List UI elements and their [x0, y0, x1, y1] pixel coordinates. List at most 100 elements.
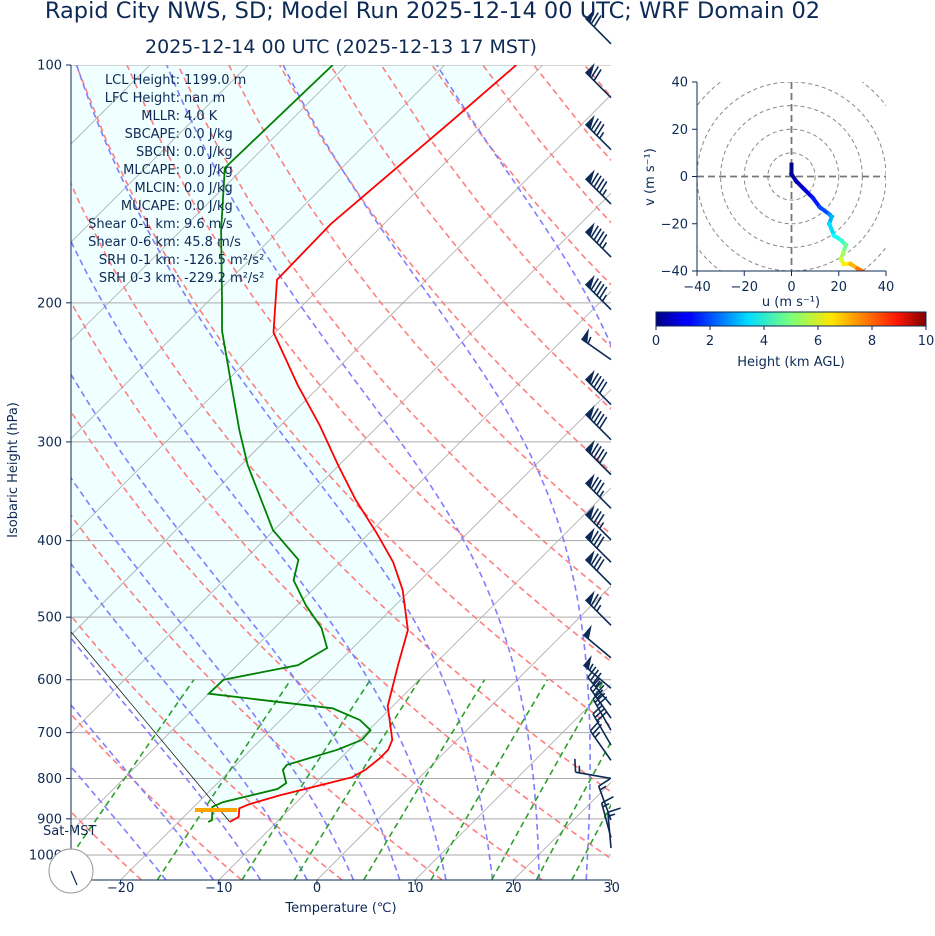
y-axis-label: Isobaric Height (hPa): [6, 402, 21, 538]
stat-label: SBCAPE:: [124, 127, 180, 142]
colorbar-tick-label: 4: [760, 334, 768, 349]
wind-barb: [592, 689, 612, 731]
stat-row: SRH 0-3 km: -229.2 m²/s²: [60, 270, 264, 288]
moist-adiabat: [71, 703, 215, 880]
barb-pennant: [585, 369, 595, 384]
y-tick-label: 200: [37, 296, 62, 311]
wind-barb: [584, 222, 612, 258]
stat-label: MLCIN:: [134, 181, 180, 196]
barb-full: [592, 723, 603, 735]
stat-value: 0.0 J/kg: [184, 181, 233, 196]
profiles: [71, 65, 517, 823]
barb-half: [601, 189, 608, 197]
barb-full: [593, 120, 602, 134]
hodograph-x-tick-label: 40: [878, 280, 895, 295]
wind-barb: [584, 274, 612, 311]
barb-full: [601, 796, 614, 804]
isotherm: [71, 65, 249, 243]
dry-adiabat: [71, 514, 443, 880]
barb-full: [599, 416, 608, 429]
wind-barb: [584, 439, 612, 476]
stat-label: Shear 0-1 km:: [88, 217, 180, 232]
barb-staff: [584, 17, 612, 45]
x-tick-label: 30: [603, 881, 620, 896]
stat-label: SRH 0-3 km:: [98, 271, 180, 286]
sounding-stats: LCL Height: 1199.0 m LFC Height: nan m MLL…: [60, 72, 264, 288]
stat-value: nan m: [184, 91, 226, 106]
barb-staff: [592, 698, 612, 731]
hodograph-x-label: u (m s⁻¹): [762, 295, 820, 310]
hodograph-x-tick-label: 0: [787, 280, 795, 295]
barb-staff: [582, 634, 612, 659]
barb-full: [589, 669, 600, 682]
stat-label: LCL Height:: [104, 73, 180, 88]
stat-label: LFC Height:: [104, 91, 180, 106]
stat-label: MUCAPE:: [120, 199, 180, 214]
dry-adiabat: [380, 65, 611, 348]
mixing-ratio-line: [571, 803, 611, 880]
dry-adiabat: [177, 65, 611, 599]
barb-half: [599, 490, 605, 498]
dry-adiabat: [890, 65, 935, 880]
barb-staff: [607, 812, 612, 849]
stat-value: 0.0 J/kg: [184, 127, 233, 142]
moist-adiabat: [165, 65, 540, 880]
barb-full: [574, 758, 577, 773]
stat-label: SRH 0-1 km:: [98, 253, 180, 268]
barb-full: [596, 178, 605, 191]
barb-staff: [584, 513, 612, 541]
x-axis-label: Temperature (℃): [284, 901, 396, 916]
barb-staff: [584, 448, 612, 476]
barb-pennant: [585, 222, 595, 237]
dry-adiabat: [635, 65, 935, 880]
wind-barb: [584, 590, 612, 626]
stat-label: MLLR:: [141, 109, 180, 124]
isotherm: [71, 94, 611, 636]
barb-full: [596, 283, 605, 296]
isotherm: [316, 585, 611, 880]
barb-full: [590, 530, 599, 543]
barb-pennant: [585, 439, 595, 455]
station-logo: Sat-MST: [43, 824, 96, 894]
barb-staff: [584, 123, 612, 151]
wind-barb: [584, 505, 612, 541]
barb-full: [594, 707, 606, 719]
stat-value: 45.8 m/s: [184, 235, 241, 250]
x-tick-label: 10: [407, 881, 424, 896]
stat-row: SBCIN: 0.0 J/kg: [60, 144, 264, 162]
barb-full: [599, 233, 608, 247]
barb-pennant: [585, 169, 595, 184]
stat-value: -126.5 m²/s²: [184, 253, 265, 268]
stat-row: Shear 0-6 km: 45.8 m/s: [60, 234, 264, 252]
barb-full: [593, 68, 602, 82]
stat-value: -229.2 m²/s²: [184, 271, 265, 286]
stat-row: MUCAPE: 0.0 J/kg: [60, 198, 264, 216]
isotherm: [612, 65, 935, 880]
y-tick-label: 100: [37, 59, 62, 74]
mixing-ratio-line: [363, 679, 486, 880]
dry-adiabat: [71, 410, 543, 880]
barb-full: [590, 278, 599, 291]
y-tick-label: 400: [37, 534, 62, 549]
barb-half: [596, 692, 603, 699]
barb-staff: [584, 482, 612, 509]
colorbar-tick-label: 8: [868, 334, 876, 349]
barb-pennant: [585, 527, 595, 542]
stat-row: MLCAPE: 0.0 J/kg: [60, 162, 264, 180]
isotherm: [218, 487, 611, 880]
y-tick-label: 900: [37, 812, 62, 827]
barb-staff: [582, 664, 612, 689]
mixing-ratio-line: [627, 680, 730, 880]
barb-staff: [584, 413, 612, 441]
dry-adiabat: [71, 614, 343, 880]
dry-adiabat: [329, 65, 611, 411]
wind-barb: [582, 655, 612, 689]
isotherm: [71, 65, 544, 538]
barb-pennant: [581, 328, 589, 343]
barb-full: [596, 536, 605, 549]
x-tick-label: 0: [313, 881, 321, 896]
wind-barb: [589, 720, 612, 761]
barb-full: [593, 445, 602, 459]
dry-adiabat: [71, 181, 611, 793]
